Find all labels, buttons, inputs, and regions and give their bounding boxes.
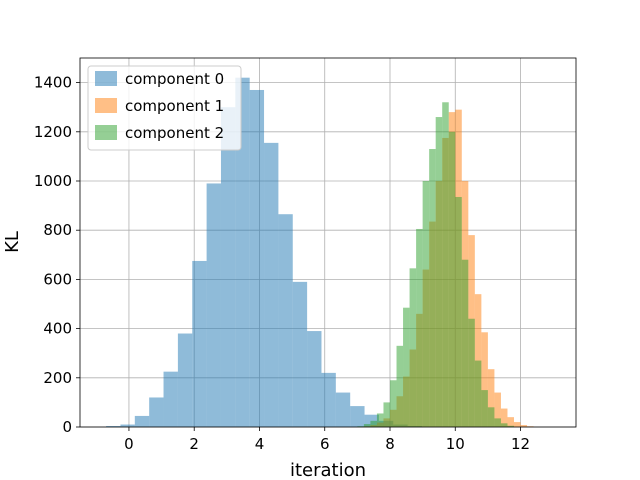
bar <box>487 407 495 427</box>
bar <box>396 345 404 427</box>
bar <box>249 89 265 427</box>
x-tick-label: 12 <box>511 435 530 453</box>
x-tick-label: 4 <box>255 435 265 453</box>
legend-label-component-2: component 2 <box>125 124 224 142</box>
bar <box>442 102 449 427</box>
bar <box>235 77 250 428</box>
legend-label-component-0: component 0 <box>125 70 224 88</box>
bar <box>206 183 221 427</box>
bar <box>403 307 410 427</box>
y-tick-label: 1000 <box>34 172 72 190</box>
bar <box>134 415 150 427</box>
plot-frame <box>79 57 577 428</box>
bar <box>350 406 365 427</box>
bar <box>363 424 371 427</box>
bar <box>106 426 121 427</box>
y-tick-label: 400 <box>43 320 72 338</box>
bar <box>507 425 514 427</box>
legend: component 0 component 1 component 2 <box>87 65 242 151</box>
bar <box>321 372 336 427</box>
bar <box>390 380 397 427</box>
bar <box>192 260 207 427</box>
bar <box>481 390 488 427</box>
bar <box>370 420 377 427</box>
bar <box>220 107 236 427</box>
y-tick-label: 1400 <box>34 74 72 92</box>
bar <box>278 214 293 427</box>
x-tick-label: 0 <box>124 435 134 453</box>
legend-label-component-1: component 1 <box>125 97 224 115</box>
bar <box>514 422 521 427</box>
bar <box>494 392 501 427</box>
bar <box>149 397 164 427</box>
bar <box>383 402 390 427</box>
bar <box>487 369 495 427</box>
bar <box>292 281 308 427</box>
bar <box>474 360 482 427</box>
y-axis-ticks: 0 200 400 600 800 1000 1200 1400 <box>34 74 80 436</box>
bar <box>500 408 508 427</box>
bar <box>448 131 456 428</box>
x-axis-ticks: 0 2 4 6 8 10 12 <box>124 427 530 453</box>
x-tick-label: 2 <box>189 435 199 453</box>
y-tick-label: 600 <box>43 270 72 288</box>
bar <box>468 318 475 427</box>
series-0-bars <box>106 77 422 428</box>
bar <box>120 424 135 427</box>
bar <box>481 332 488 427</box>
bar <box>409 268 417 427</box>
bar <box>422 181 430 427</box>
bar <box>429 149 436 427</box>
y-tick-label: 200 <box>43 369 72 387</box>
bar <box>264 142 279 427</box>
bar <box>307 331 322 427</box>
bar <box>494 418 501 427</box>
x-axis-label: iteration <box>290 460 366 480</box>
bar <box>507 417 514 427</box>
y-axis-label: KL <box>2 231 23 253</box>
bar <box>177 333 193 427</box>
bar <box>163 371 178 427</box>
bar <box>335 392 351 427</box>
x-tick-label: 10 <box>446 435 465 453</box>
y-tick-label: 1200 <box>34 123 72 141</box>
x-tick-label: 6 <box>320 435 330 453</box>
bar <box>520 425 528 427</box>
legend-swatch-component-1 <box>95 98 117 113</box>
bar <box>435 117 443 427</box>
legend-swatch-component-2 <box>95 125 117 140</box>
y-tick-label: 800 <box>43 221 72 239</box>
bar <box>455 196 462 427</box>
y-tick-label: 0 <box>62 418 72 436</box>
x-tick-label: 8 <box>385 435 395 453</box>
legend-box <box>87 65 242 151</box>
bar <box>376 413 384 427</box>
bar <box>461 259 469 427</box>
legend-swatch-component-0 <box>95 71 117 86</box>
bar <box>500 423 508 427</box>
series-2-bars <box>357 102 514 428</box>
bar <box>416 228 423 427</box>
histogram-bars <box>106 77 534 428</box>
